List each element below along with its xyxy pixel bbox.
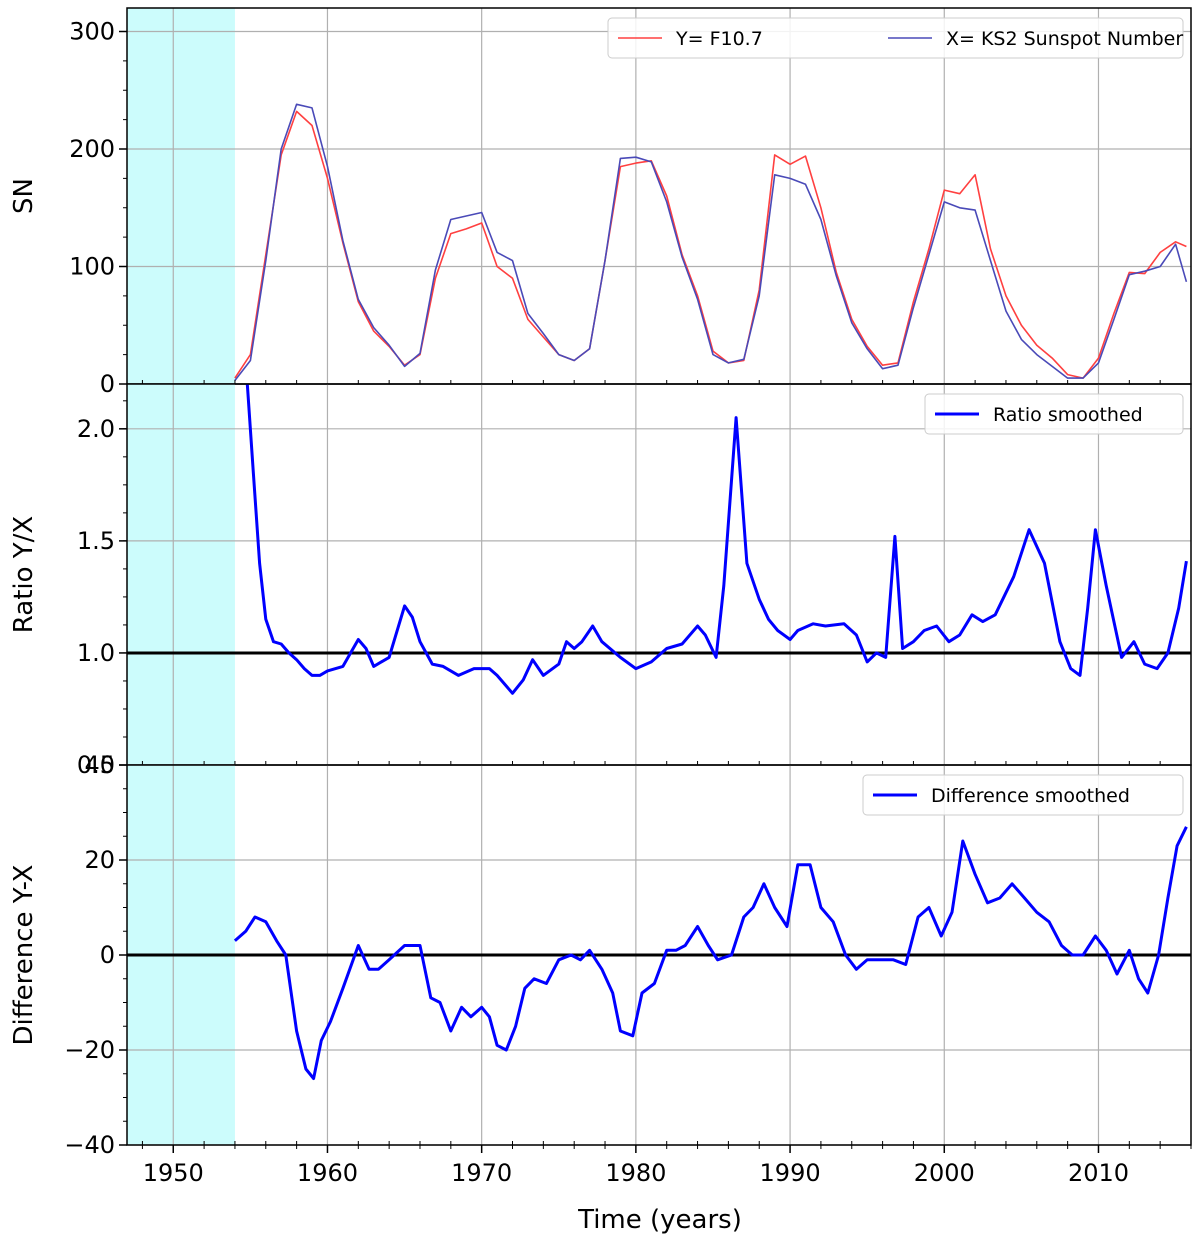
y-tick-label: 40 [84,751,115,779]
series-line [245,384,1188,695]
legend-entry: X= KS2 Sunspot Number [946,28,1183,50]
legend-entry: Difference smoothed [931,785,1130,807]
x-tick-label: 1970 [451,1159,512,1187]
y-tick-label: −20 [64,1036,115,1064]
y-tick-label: 0.5 [77,751,115,779]
y-tick-label: 300 [69,18,115,46]
x-tick-label: 1960 [297,1159,358,1187]
y-axis-label: Difference Y-X [9,865,39,1046]
legend-entry: Y= F10.7 [675,28,763,50]
y-axis-label: Ratio Y/X [9,516,39,633]
x-tick-label: 2010 [1068,1159,1129,1187]
y-tick-label: 100 [69,253,115,281]
y-tick-label: 1.5 [77,527,115,555]
y-tick-label: 20 [84,846,115,874]
legend: Difference smoothed [862,774,1184,816]
x-tick-label: 2000 [914,1159,975,1187]
legend-box [862,774,1184,816]
legend: Y= F10.7 X= KS2 Sunspot Number [607,17,1184,59]
series-line [234,110,1187,379]
shaded-region [127,384,235,765]
legend-entry: Ratio smoothed [993,404,1143,426]
difference-panel: −40 −20 0 20 40 Difference Y-X Difference smoo… [9,751,1192,1159]
y-tick-label: −40 [64,1131,115,1159]
plot-frame [126,7,1192,385]
y-tick-label: 0 [100,941,115,969]
shaded-region [127,8,235,384]
x-tick-label: 1990 [760,1159,821,1187]
y-tick-label: 2.0 [77,415,115,443]
y-tick-label: 200 [69,135,115,163]
x-tick-label: 1980 [605,1159,666,1187]
legend: Ratio smoothed [924,393,1184,435]
sunspot-number-panel: 0 100 200 300 SN Y= F10.7 X= KS2 Sunspot Numbe… [9,7,1192,398]
legend-box [924,393,1184,435]
series-line [234,103,1188,381]
y-tick-label: 1.0 [77,639,115,667]
plot-frame [126,383,1192,766]
series-line [233,826,1188,1080]
y-tick-label: 0 [100,370,115,398]
y-axis-label: SN [9,178,39,214]
shared-x-axis: 1950 1960 1970 1980 1990 2000 2010 [141,1145,1192,1187]
x-tick-label: 1950 [143,1159,204,1187]
x-axis-label: Time (years) [577,1205,742,1235]
ratio-panel: 0.5 1.0 1.5 2.0 Ratio Y/X Ratio smoothed [9,383,1192,779]
